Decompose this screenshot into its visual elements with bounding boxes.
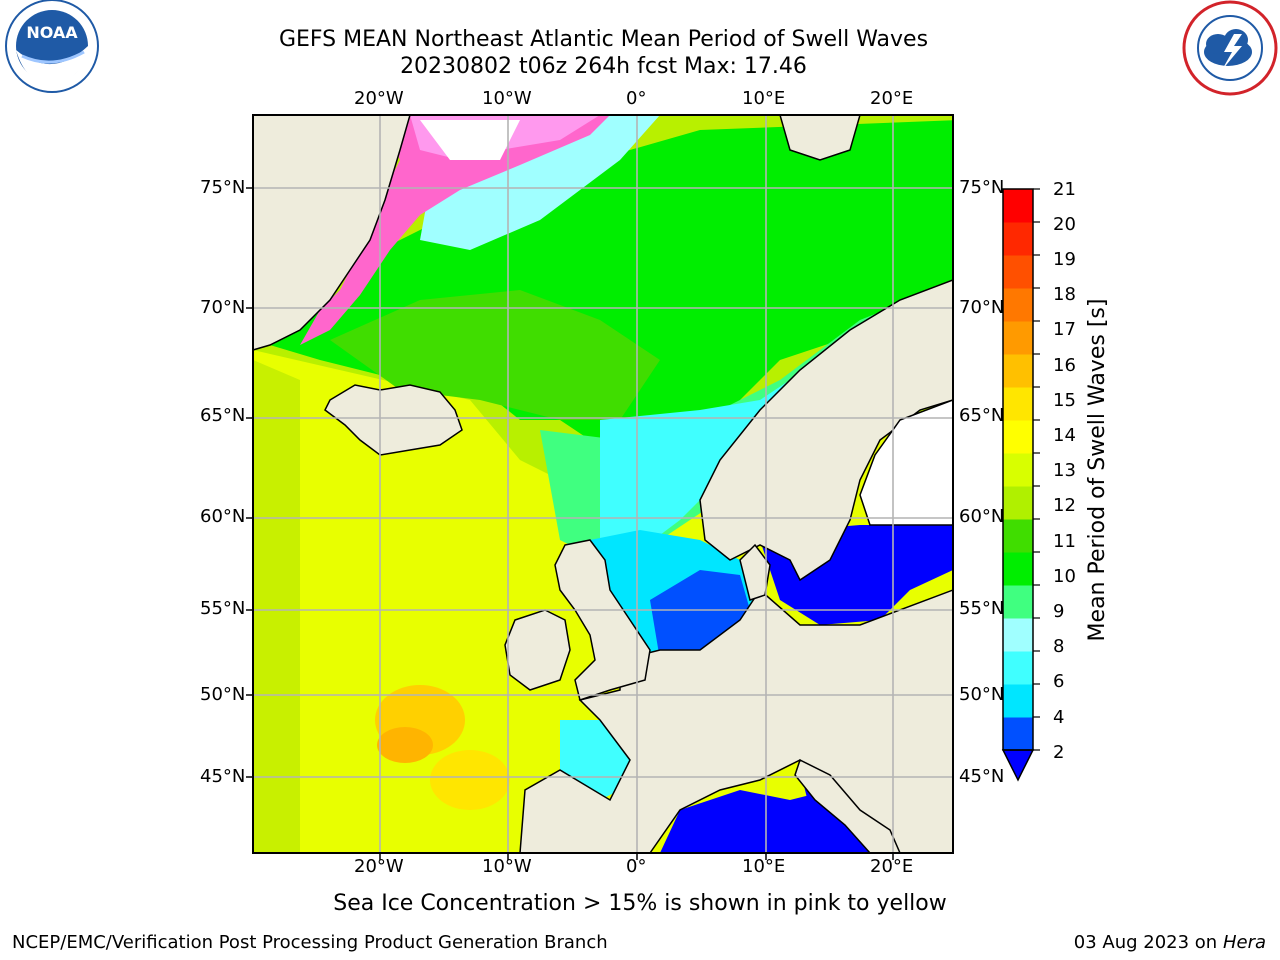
lat-label-left: 70°N <box>200 297 246 318</box>
colorbar <box>1000 186 1050 786</box>
colorbar-frame <box>1002 188 1034 751</box>
colorbar-swatch <box>1003 684 1033 718</box>
colorbar-swatch <box>1003 222 1033 256</box>
lat-label-right: 50°N <box>959 684 1005 705</box>
colorbar-swatch <box>1003 321 1033 355</box>
colorbar-tick: 18 <box>1053 284 1076 305</box>
lon-label-top: 20°W <box>354 88 404 109</box>
lon-label-bottom: 10°E <box>742 856 786 877</box>
colorbar-swatch <box>1003 387 1033 421</box>
noaa-logo: NOAA <box>0 0 110 100</box>
noaa-logo-text: NOAA <box>26 23 78 42</box>
lon-label-top: 0° <box>626 88 647 109</box>
colorbar-swatch <box>1003 486 1033 520</box>
lat-label-right: 65°N <box>959 405 1005 426</box>
lat-label-left: 45°N <box>200 766 246 787</box>
colorbar-swatch <box>1003 255 1033 289</box>
lat-label-left: 75°N <box>200 177 246 198</box>
lat-label-right: 60°N <box>959 506 1005 527</box>
lat-label-left: 55°N <box>200 598 246 619</box>
lat-label-left: 65°N <box>200 405 246 426</box>
colorbar-extend-arrow <box>1001 749 1035 782</box>
colorbar-tick: 9 <box>1053 601 1065 622</box>
footer-date: 03 Aug 2023 on Hera <box>1074 932 1266 954</box>
map-frame <box>252 114 954 854</box>
colorbar-tick: 11 <box>1053 531 1076 552</box>
colorbar-swatch <box>1003 717 1033 751</box>
colorbar-tick: 21 <box>1053 179 1076 200</box>
colorbar-swatch <box>1003 651 1033 685</box>
lat-label-right: 55°N <box>959 598 1005 619</box>
colorbar-tick: 17 <box>1053 319 1076 340</box>
colorbar-swatch <box>1003 552 1033 586</box>
colorbar-swatch <box>1003 288 1033 322</box>
lon-label-bottom: 20°W <box>354 856 404 877</box>
colorbar-swatch <box>1003 189 1033 223</box>
colorbar-swatch <box>1003 354 1033 388</box>
colorbar-tick: 6 <box>1053 671 1065 692</box>
colorbar-swatch <box>1003 519 1033 553</box>
colorbar-label: Mean Period of Swell Waves [s] <box>1085 298 1110 642</box>
axis-ticks <box>246 187 894 860</box>
colorbar-tick: 2 <box>1053 742 1065 763</box>
chart-title: GEFS MEAN Northeast Atlantic Mean Period… <box>278 27 929 52</box>
lon-label-top: 10°E <box>742 88 786 109</box>
footer-date-text: 03 Aug 2023 on <box>1073 932 1218 953</box>
lon-label-top: 10°W <box>482 88 532 109</box>
lon-label-bottom: 20°E <box>870 856 914 877</box>
footer-host: Hera <box>1222 932 1266 953</box>
colorbar-swatch <box>1003 453 1033 487</box>
colorbar-swatch <box>1003 618 1033 652</box>
colorbar-tick: 8 <box>1053 636 1065 657</box>
colorbar-tick: 15 <box>1053 390 1076 411</box>
sea-ice-note: Sea Ice Concentration > 15% is shown in … <box>333 891 947 916</box>
lon-label-top: 20°E <box>870 88 914 109</box>
colorbar-tick: 12 <box>1053 495 1076 516</box>
nws-logo <box>1178 0 1280 100</box>
colorbar-tick: 10 <box>1053 566 1076 587</box>
colorbar-swatch <box>1003 585 1033 619</box>
lon-label-bottom: 10°W <box>482 856 532 877</box>
colorbar-tick: 13 <box>1053 460 1076 481</box>
colorbar-tick: 4 <box>1053 707 1065 728</box>
footer-credit: NCEP/EMC/Verification Post Processing Pr… <box>12 932 608 953</box>
colorbar-tick: 19 <box>1053 249 1076 270</box>
map-field <box>253 115 953 853</box>
lat-label-left: 50°N <box>200 684 246 705</box>
colorbar-swatch <box>1003 420 1033 454</box>
graticule <box>253 115 953 853</box>
colorbar-tick: 14 <box>1053 425 1076 446</box>
colorbar-tick: 16 <box>1053 355 1076 376</box>
colorbar-tick: 20 <box>1053 214 1076 235</box>
chart-subtitle: 20230802 t06z 264h fcst Max: 17.46 <box>400 54 807 79</box>
lon-label-bottom: 0° <box>626 856 647 877</box>
lat-label-right: 70°N <box>959 297 1005 318</box>
lat-label-right: 75°N <box>959 177 1005 198</box>
lat-label-right: 45°N <box>959 766 1005 787</box>
lat-label-left: 60°N <box>200 506 246 527</box>
